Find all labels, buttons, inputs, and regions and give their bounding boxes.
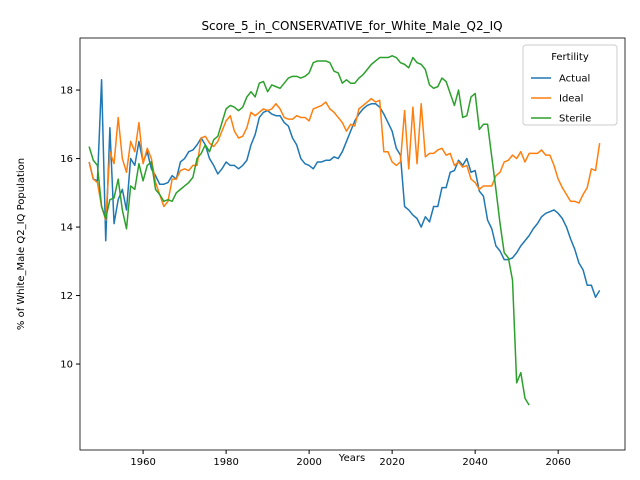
series-line xyxy=(88,55,530,406)
y-tick-label: 14 xyxy=(60,223,73,234)
x-axis-label: Years xyxy=(338,453,365,464)
legend-label: Actual xyxy=(559,74,590,85)
series-line xyxy=(88,97,601,221)
series-line xyxy=(88,79,601,299)
x-tick-label: 2060 xyxy=(545,457,570,468)
x-tick-label: 2000 xyxy=(296,457,321,468)
y-tick-label: 10 xyxy=(60,360,73,371)
y-tick-label: 16 xyxy=(60,154,73,165)
x-tick-label: 1980 xyxy=(213,457,238,468)
y-tick-label: 18 xyxy=(60,86,73,97)
plot-frame xyxy=(79,37,626,451)
y-tick-label: 12 xyxy=(60,291,73,302)
x-tick-label: 2020 xyxy=(379,457,404,468)
legend-label: Ideal xyxy=(559,94,583,105)
legend-title: Fertility xyxy=(551,52,589,63)
x-tick-label: 2040 xyxy=(462,457,487,468)
legend-box xyxy=(522,44,618,126)
chart-title: Score_5_in_CONSERVATIVE_for_White_Male_Q… xyxy=(201,19,502,33)
x-tick-label: 1960 xyxy=(130,457,155,468)
legend-label: Sterile xyxy=(559,114,591,125)
y-axis-label: % of White_Male Q2_IQ Population xyxy=(16,158,27,330)
